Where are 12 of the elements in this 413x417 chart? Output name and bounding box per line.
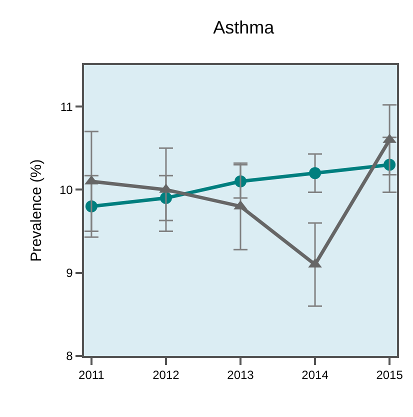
x-tick-label: 2012 xyxy=(152,368,180,382)
point xyxy=(309,167,322,180)
y-tick-label: 8 xyxy=(66,349,74,364)
x-tick-label: 2013 xyxy=(227,368,254,382)
y-tick-label: 10 xyxy=(59,182,74,197)
y-axis-title: Prevalence (%) xyxy=(28,159,46,262)
chart-title: Asthma xyxy=(213,17,276,38)
x-tick-label: 2014 xyxy=(302,368,329,382)
y-tick-label: 11 xyxy=(60,100,74,114)
x-tick-label: 2011 xyxy=(78,368,105,382)
y-tick-label: 9 xyxy=(66,266,74,280)
x-tick-label: 2015 xyxy=(376,368,404,382)
